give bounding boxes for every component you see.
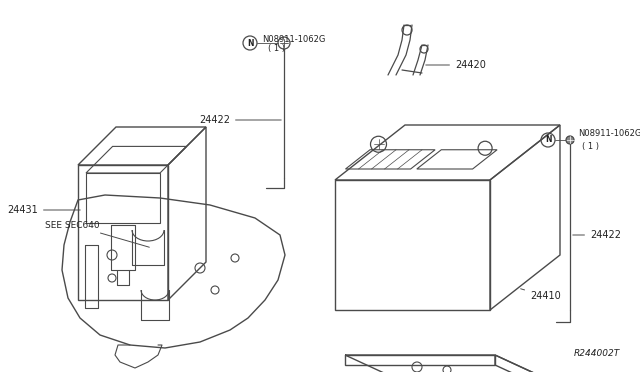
- Text: 24431: 24431: [7, 205, 80, 215]
- Text: ( 1 ): ( 1 ): [268, 45, 285, 54]
- Text: ( 1 ): ( 1 ): [582, 141, 599, 151]
- Text: SEE SEC640: SEE SEC640: [45, 221, 149, 247]
- Text: N08911-1062G: N08911-1062G: [578, 129, 640, 138]
- Text: 24410: 24410: [521, 289, 561, 301]
- Text: 24428: 24428: [0, 371, 1, 372]
- Text: 24422: 24422: [199, 115, 281, 125]
- Text: N08911-1062G: N08911-1062G: [262, 35, 325, 44]
- Circle shape: [566, 136, 574, 144]
- Text: 24422: 24422: [573, 230, 621, 240]
- Text: 24420: 24420: [426, 60, 486, 70]
- Text: N: N: [545, 135, 551, 144]
- Text: R244002T: R244002T: [573, 349, 620, 358]
- Text: N: N: [247, 38, 253, 48]
